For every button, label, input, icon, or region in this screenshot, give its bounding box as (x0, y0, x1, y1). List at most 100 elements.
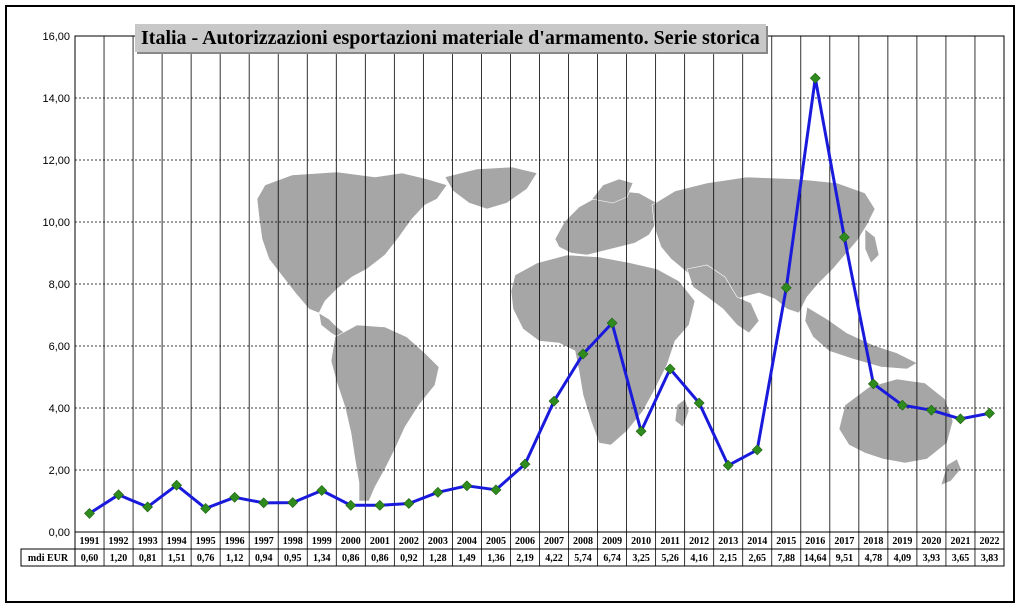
data-point (693, 397, 705, 409)
data-label: 1,34 (313, 553, 331, 564)
data-point (490, 484, 502, 496)
data-point (316, 485, 328, 496)
y-tick-label: 6,00 (49, 341, 70, 353)
x-tick-label: 2011 (660, 536, 679, 547)
x-tick-label: 1998 (283, 536, 303, 547)
x-tick-label: 2018 (863, 536, 883, 547)
x-tick-label: 2007 (544, 536, 564, 547)
data-point (838, 231, 850, 243)
y-tick-label: 12,00 (42, 155, 70, 167)
data-label: 1,36 (487, 553, 505, 564)
x-tick-label: 2000 (341, 536, 361, 547)
grid-lines (74, 35, 1005, 533)
x-tick-label: 2013 (718, 536, 738, 547)
data-label: 6,74 (603, 553, 621, 564)
data-point (606, 317, 618, 329)
data-label: 1,20 (110, 553, 128, 564)
x-tick-label: 2005 (486, 536, 506, 547)
data-label: 9,51 (836, 553, 854, 564)
x-tick-label: 1997 (254, 536, 274, 547)
x-tick-label: 1991 (80, 536, 100, 547)
data-label: 1,28 (429, 553, 447, 564)
data-point (84, 507, 95, 519)
x-tick-label: 2017 (834, 536, 854, 547)
x-tick-label: 1992 (109, 536, 129, 547)
chart-svg: 0,00 2,00 4,00 6,00 8,00 10,00 12,00 14,00 16,00… (20, 31, 1005, 567)
y-tick-label: 10,00 (42, 217, 70, 229)
data-label: 0,94 (255, 553, 273, 564)
x-tick-label: 1995 (196, 536, 216, 547)
x-tick-label: 2019 (892, 536, 912, 547)
data-point (113, 489, 124, 501)
x-tick-label: 2004 (457, 536, 477, 547)
x-tick-label: 2010 (631, 536, 651, 547)
data-label: 2,15 (719, 553, 737, 564)
data-point (896, 399, 908, 411)
data-point (809, 72, 821, 84)
data-point (171, 479, 183, 491)
data-point (229, 491, 241, 503)
data-point (374, 499, 386, 511)
data-point (432, 486, 444, 498)
series-layer (84, 72, 995, 519)
data-point (955, 413, 966, 425)
x-tick-label: 1996 (225, 536, 245, 547)
data-point (577, 348, 589, 360)
data-label: 2,65 (748, 553, 766, 564)
x-tick-label: 2009 (602, 536, 622, 547)
y-tick-label: 16,00 (42, 31, 70, 43)
x-tick-label: 2020 (921, 536, 941, 547)
data-label: 0,60 (81, 553, 99, 564)
data-label: 0,92 (400, 553, 418, 564)
data-point (461, 480, 473, 492)
data-label: 4,09 (894, 553, 912, 564)
y-tick-label: 14,00 (42, 93, 70, 105)
y-tick-label: 2,00 (49, 465, 70, 477)
data-point (403, 498, 415, 509)
data-label: 5,74 (574, 553, 592, 564)
chart-title: Italia - Autorizzazioni esportazioni mat… (135, 24, 766, 52)
data-label: 4,78 (865, 553, 883, 564)
data-point (664, 363, 676, 375)
data-label: 0,86 (342, 553, 360, 564)
y-tick-label: 4,00 (49, 403, 70, 415)
data-point (984, 407, 995, 419)
x-tick-label: 2022 (979, 536, 999, 547)
y-tick-label: 8,00 (49, 279, 70, 291)
data-point (722, 459, 734, 471)
data-label: 0,81 (139, 553, 157, 564)
y-tick-label: 0,00 (49, 527, 70, 539)
y-axis-ticks: 0,00 2,00 4,00 6,00 8,00 10,00 12,00 14,00 16,00 (42, 31, 70, 539)
table-row-label: mdi EUR (28, 553, 69, 564)
data-label: 3,93 (923, 553, 941, 564)
data-point (345, 499, 357, 511)
data-label: 0,76 (197, 553, 215, 564)
x-tick-label: 2014 (747, 536, 767, 547)
data-label: 3,65 (952, 553, 970, 564)
x-tick-label: 1993 (138, 536, 158, 547)
x-tick-label: 2008 (573, 536, 593, 547)
x-tick-label: 2006 (515, 536, 535, 547)
data-point (780, 282, 792, 294)
data-label: 7,88 (778, 553, 796, 564)
data-label: 1,51 (168, 553, 186, 564)
data-point (142, 501, 154, 513)
x-tick-label: 1999 (312, 536, 332, 547)
data-point (867, 378, 879, 390)
data-label: 1,12 (226, 553, 244, 564)
world-map-background (256, 166, 962, 502)
x-tick-label: 2021 (950, 536, 970, 547)
data-point (548, 395, 560, 407)
x-tick-label: 2001 (370, 536, 390, 547)
data-label: 1,49 (458, 553, 476, 564)
data-point (925, 404, 937, 416)
data-label: 2,19 (516, 553, 534, 564)
x-tick-label: 1994 (167, 536, 187, 547)
series-line (88, 76, 990, 515)
x-tick-label: 2015 (776, 536, 796, 547)
data-point (200, 503, 212, 514)
data-point (519, 458, 531, 470)
data-table: mdi EUR 1991 0,60 1992 1,20 1993 0,81 1994 1,51 1… (20, 532, 1005, 567)
data-label: 14,64 (804, 553, 827, 564)
data-point (751, 444, 763, 456)
